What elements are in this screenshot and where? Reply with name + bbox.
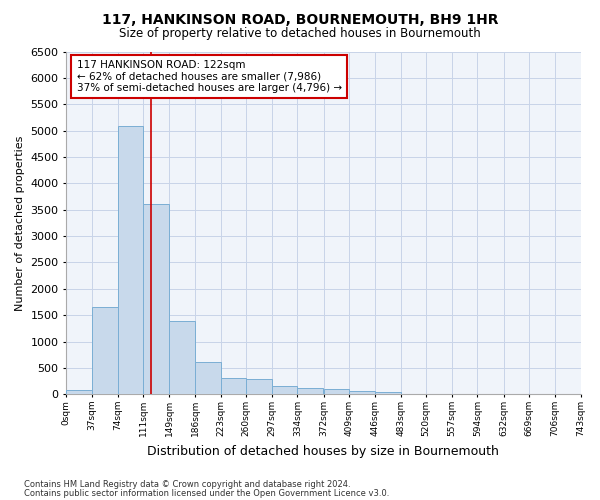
Text: Contains HM Land Registry data © Crown copyright and database right 2024.: Contains HM Land Registry data © Crown c… [24,480,350,489]
Bar [298,388,323,394]
Y-axis label: Number of detached properties: Number of detached properties [15,135,25,310]
Text: 117 HANKINSON ROAD: 122sqm
← 62% of detached houses are smaller (7,986)
37% of s: 117 HANKINSON ROAD: 122sqm ← 62% of deta… [77,60,342,94]
Bar [324,390,349,394]
Text: Contains public sector information licensed under the Open Government Licence v3: Contains public sector information licen… [24,488,389,498]
Bar [92,307,118,394]
Bar [195,362,221,394]
Bar [375,392,401,394]
Bar [246,379,272,394]
Text: Size of property relative to detached houses in Bournemouth: Size of property relative to detached ho… [119,28,481,40]
Bar [272,386,298,394]
Bar [221,378,246,394]
X-axis label: Distribution of detached houses by size in Bournemouth: Distribution of detached houses by size … [148,444,499,458]
Text: 117, HANKINSON ROAD, BOURNEMOUTH, BH9 1HR: 117, HANKINSON ROAD, BOURNEMOUTH, BH9 1H… [102,12,498,26]
Bar [143,204,169,394]
Bar [67,390,92,394]
Bar [349,391,375,394]
Bar [118,126,143,394]
Bar [169,321,195,394]
